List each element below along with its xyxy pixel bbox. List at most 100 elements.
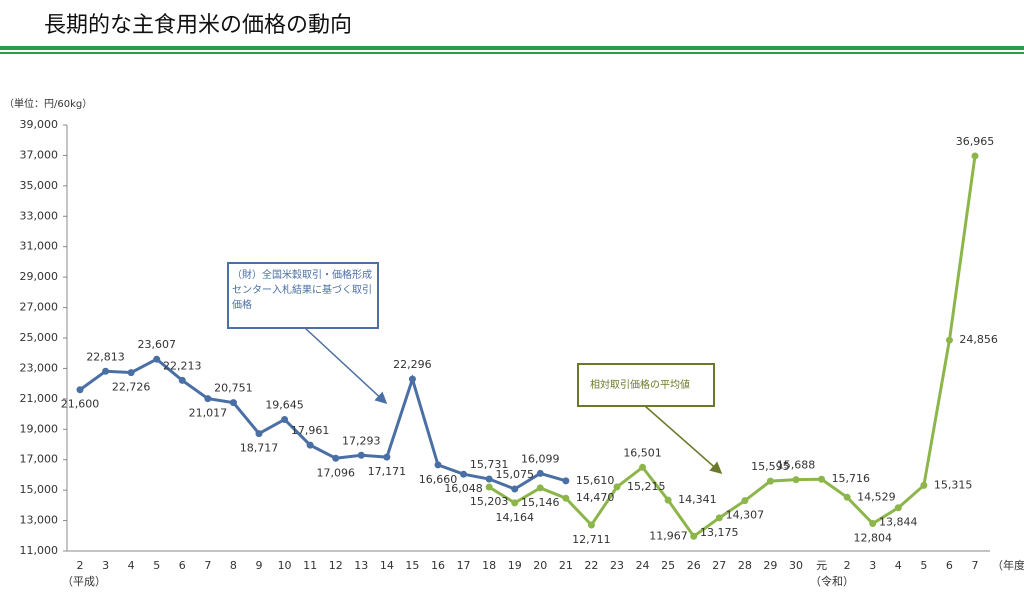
data-label: 15,203 [470,495,509,508]
data-point [894,504,902,512]
x-tick-label: 4 [128,559,135,572]
data-point [229,399,237,407]
data-label: 14,529 [857,490,896,503]
data-label: 24,856 [959,333,998,346]
data-point [511,499,519,507]
data-point [945,336,953,344]
y-tick-label: 17,000 [20,453,59,466]
x-tick-label: 9 [256,559,263,572]
unit-label: （単位：円/60kg） [4,97,92,110]
data-point [460,470,468,478]
x-tick-label: 14 [380,559,394,572]
x-tick-label: 21 [559,559,573,572]
y-tick-label: 21,000 [20,392,59,405]
data-label: 15,595 [751,460,790,473]
x-tick-label: 20 [533,559,547,572]
callout: （財）全国米穀取引・価格形成センター入札結果に基づく取引価格 [232,270,372,311]
data-label: 12,711 [572,533,611,546]
data-point [511,485,519,493]
y-tick-label: 31,000 [20,240,59,253]
data-point [971,152,979,160]
title-rule [0,46,1024,50]
x-tick-label: 12 [329,559,343,572]
data-point [639,463,647,471]
data-label: 17,171 [368,465,407,478]
data-label: 16,048 [444,482,483,495]
data-point [562,477,570,485]
data-point [408,375,416,383]
data-label: 16,501 [623,446,662,459]
data-label: 21,017 [189,407,228,420]
data-label: 15,215 [627,480,666,493]
data-point [281,415,289,423]
era-label: （令和） [810,574,854,588]
data-label: 15,315 [934,478,973,491]
x-tick-label: 19 [508,559,522,572]
x-tick-label: 17 [457,559,471,572]
callout-box [577,363,715,407]
data-label: 19,645 [265,398,304,411]
x-tick-label: 6 [946,559,953,572]
y-tick-label: 23,000 [20,361,59,374]
data-label: 15,688 [777,459,816,472]
data-point [76,386,84,394]
data-label: 18,717 [240,442,279,455]
x-tick-label: 22 [584,559,598,572]
x-tick-label: 2 [844,559,851,572]
data-point [332,454,340,462]
x-tick-label: 5 [153,559,160,572]
x-tick-label: 7 [972,559,979,572]
legend-label: 相対取引価格の平均値 [590,378,690,391]
data-label: 17,096 [316,466,355,479]
x-tick-label: 15 [405,559,419,572]
y-tick-label: 33,000 [20,209,59,222]
data-point [204,395,212,403]
x-tick-label: 26 [687,559,701,572]
callout-arrow [644,405,723,474]
data-point [485,483,493,491]
y-tick-label: 29,000 [20,270,59,283]
data-point [920,481,928,489]
data-point [485,475,493,483]
x-tick-label: 29 [763,559,777,572]
y-tick-label: 37,000 [20,148,59,161]
x-tick-label: 27 [712,559,726,572]
chart-title: 長期的な主食用米の価格の動向 [44,13,352,38]
data-point [690,532,698,540]
data-point [434,461,442,469]
data-point [869,520,877,528]
x-tick-label: 10 [278,559,292,572]
data-point [306,441,314,449]
callout-arrow [304,327,388,405]
data-label: 17,961 [291,424,330,437]
data-label: 14,307 [726,509,765,522]
data-point [255,430,263,438]
x-tick-label: 3 [102,559,109,572]
x-tick-label: 2 [77,559,84,572]
title-rule [0,52,1024,54]
x-tick-label: 7 [204,559,211,572]
data-label: 22,813 [86,350,125,363]
data-label: 36,965 [956,135,995,148]
y-tick-label: 19,000 [20,422,59,435]
x-tick-label: 24 [636,559,650,572]
callout-box [227,262,379,329]
data-label: 14,164 [495,511,534,524]
y-tick-label: 27,000 [20,301,59,314]
data-label: 13,844 [879,516,918,529]
x-tick-label: 元 [816,559,827,572]
x-tick-label: 18 [482,559,496,572]
series-line [488,155,977,539]
y-tick-label: 11,000 [20,544,59,557]
data-point [153,355,161,363]
x-tick-label: 30 [789,559,803,572]
y-tick-label: 35,000 [20,179,59,192]
data-label: 23,607 [137,338,176,351]
data-point [357,451,365,459]
x-axis-label: （年度） [992,558,1024,572]
y-tick-label: 13,000 [20,514,59,527]
x-tick-label: 28 [738,559,752,572]
data-label: 16,099 [521,452,560,465]
data-point [664,496,672,504]
data-label: 15,731 [470,458,509,471]
